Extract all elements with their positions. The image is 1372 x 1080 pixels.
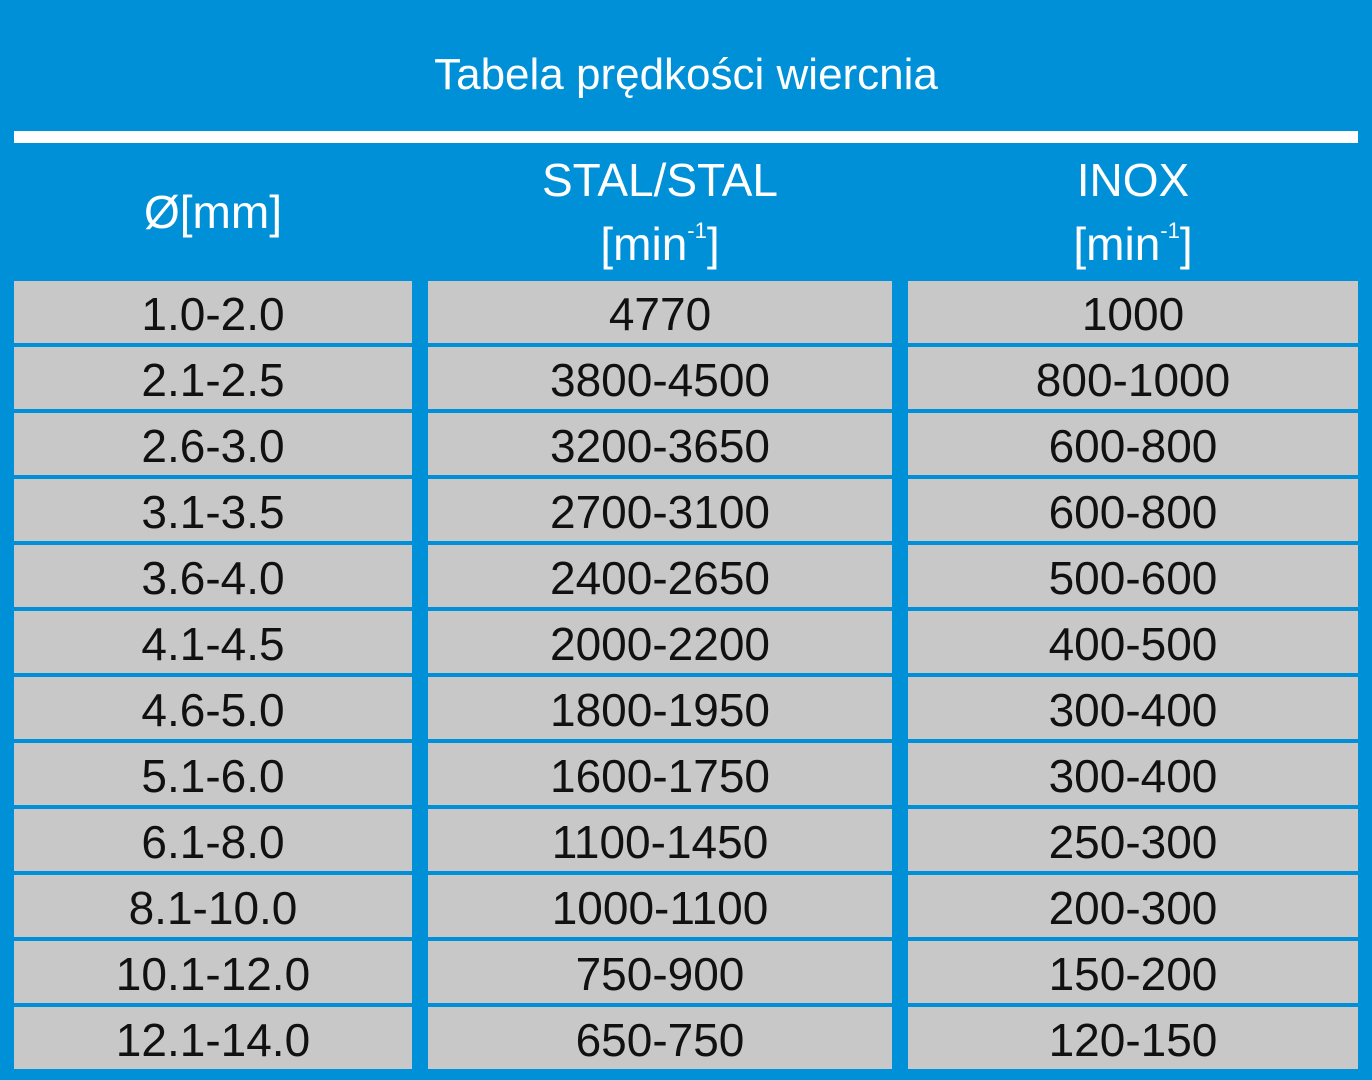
- header-diameter-label: Ø[mm]: [144, 186, 282, 238]
- table-cell-steel: 1600-1750: [428, 743, 892, 805]
- table-cell-diameter: 4.1-4.5: [14, 611, 412, 673]
- table-cell-inox: 150-200: [908, 941, 1358, 1003]
- table-cell-steel: 3200-3650: [428, 413, 892, 475]
- table-cell-diameter: 5.1-6.0: [14, 743, 412, 805]
- table-cell-diameter: 10.1-12.0: [14, 941, 412, 1003]
- header-inox-unit: [min-1]: [1073, 212, 1192, 276]
- header-inox-unit-close: ]: [1179, 218, 1193, 270]
- table-cell-steel: 3800-4500: [428, 347, 892, 409]
- table-cell-inox: 600-800: [908, 479, 1358, 541]
- header-inox-unit-exponent: -1: [1160, 218, 1180, 243]
- table-cell-diameter: 2.1-2.5: [14, 347, 412, 409]
- header-steel-label: STAL/STAL: [541, 154, 779, 206]
- table-cell-steel: 650-750: [428, 1007, 892, 1069]
- header-diameter: Ø[mm]: [14, 143, 412, 281]
- table-title: Tabela prędkości wiercnia: [434, 50, 938, 99]
- table-cell-diameter: 8.1-10.0: [14, 875, 412, 937]
- table-cell-diameter: 2.6-3.0: [14, 413, 412, 475]
- table-cell-steel: 2400-2650: [428, 545, 892, 607]
- table-cell-diameter: 3.6-4.0: [14, 545, 412, 607]
- table-cell-inox: 800-1000: [908, 347, 1358, 409]
- header-steel-unit-base: [min: [600, 218, 688, 270]
- table-cell-steel: 1100-1450: [428, 809, 892, 871]
- table-cell-steel: 4770: [428, 281, 892, 343]
- table-cell-diameter: 6.1-8.0: [14, 809, 412, 871]
- table-cell-inox: 250-300: [908, 809, 1358, 871]
- column-diameter: 1.0-2.0 2.1-2.5 2.6-3.0 3.1-3.5 3.6-4.0 4.1-4…: [14, 281, 412, 1069]
- table-cell-steel: 2700-3100: [428, 479, 892, 541]
- header-steel-unit-close: ]: [706, 218, 720, 270]
- header-steel-unit-exponent: -1: [687, 218, 707, 243]
- table-cell-steel: 2000-2200: [428, 611, 892, 673]
- header-steel: STAL/STAL [min-1]: [428, 143, 892, 281]
- table-cell-steel: 1800-1950: [428, 677, 892, 739]
- table-cell-diameter: 12.1-14.0: [14, 1007, 412, 1069]
- column-inox: 1000 800-1000 600-800 600-800 500-600 400-500…: [908, 281, 1358, 1069]
- title-divider: [14, 131, 1358, 143]
- table-cell-diameter: 4.6-5.0: [14, 677, 412, 739]
- table-cell-inox: 600-800: [908, 413, 1358, 475]
- table-cell-inox: 500-600: [908, 545, 1358, 607]
- table-cell-diameter: 1.0-2.0: [14, 281, 412, 343]
- table-cell-diameter: 3.1-3.5: [14, 479, 412, 541]
- table-cell-inox: 300-400: [908, 677, 1358, 739]
- table-cell-inox: 300-400: [908, 743, 1358, 805]
- table-cell-inox: 400-500: [908, 611, 1358, 673]
- header-inox-label: INOX: [1076, 154, 1190, 206]
- header-steel-unit: [min-1]: [600, 212, 719, 276]
- column-steel: 4770 3800-4500 3200-3650 2700-3100 2400-2650…: [428, 281, 892, 1069]
- header-inox-unit-base: [min: [1073, 218, 1161, 270]
- table-cell-steel: 1000-1100: [428, 875, 892, 937]
- table-cell-inox: 200-300: [908, 875, 1358, 937]
- table-cell-inox: 120-150: [908, 1007, 1358, 1069]
- table-cell-steel: 750-900: [428, 941, 892, 1003]
- table-cell-inox: 1000: [908, 281, 1358, 343]
- header-inox: INOX [min-1]: [908, 143, 1358, 281]
